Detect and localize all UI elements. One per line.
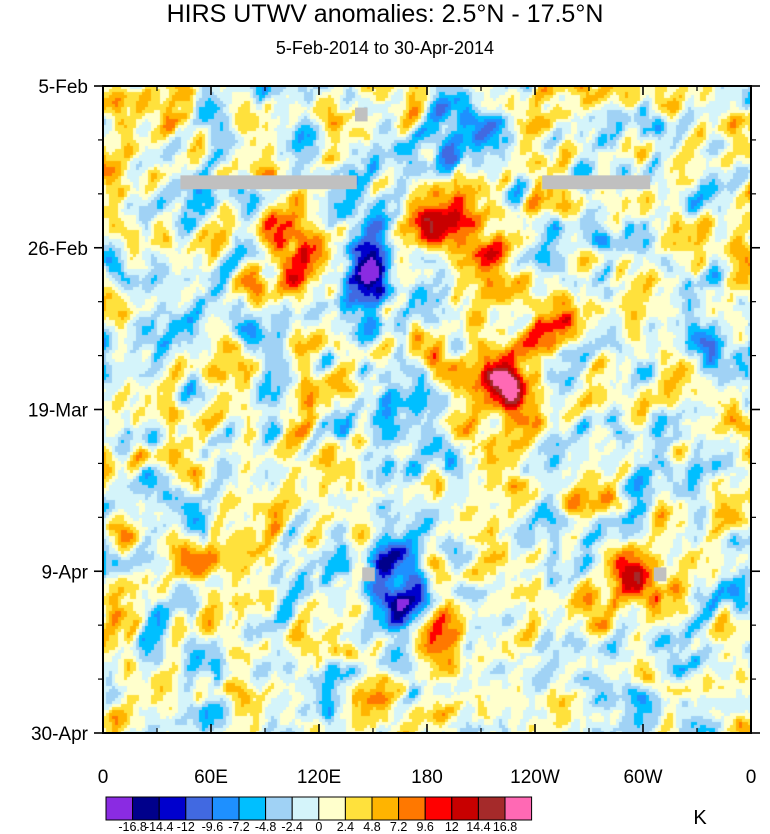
- colorbar-label: 14.4: [466, 820, 490, 834]
- missing-data-block: [355, 107, 368, 122]
- chart-title: HIRS UTWV anomalies: 2.5°N - 17.5°N: [166, 0, 604, 28]
- anomaly-field: [103, 86, 751, 733]
- colorbar-swatch: [265, 796, 293, 821]
- colorbar-swatch: [185, 796, 213, 821]
- colorbar-swatch: [105, 796, 134, 821]
- colorbar-swatch: [504, 796, 533, 821]
- x-tick-label: 180: [411, 767, 443, 788]
- colorbar-label: -14.4: [145, 820, 174, 834]
- colorbar: -16.8-14.4 -12 -9.6 -7.2 -4.8 -2.4 0 2.4 4.8 7.2 9…: [105, 796, 707, 834]
- colorbar-label: 2.4: [337, 820, 354, 834]
- missing-data-block: [362, 567, 375, 582]
- axes: 0 60E 120E 180 120W 60W 0 5-Feb 26-Feb 19-Mar 9-Ap…: [28, 77, 760, 788]
- y-tick-label: 30-Apr: [31, 724, 89, 745]
- colorbar-swatch: [291, 796, 320, 821]
- colorbar-swatch: [158, 796, 187, 821]
- colorbar-swatch: [211, 796, 240, 821]
- colorbar-swatch: [451, 796, 479, 821]
- colorbar-label: 0: [315, 820, 322, 834]
- colorbar-label: -16.8: [118, 820, 147, 834]
- colorbar-label: -9.6: [202, 820, 224, 834]
- y-tick-label: 9-Apr: [42, 562, 89, 583]
- plot-area: [103, 86, 751, 733]
- colorbar-label: 4.8: [363, 820, 380, 834]
- colorbar-swatch: [477, 796, 506, 821]
- colorbar-label: 9.6: [417, 820, 434, 834]
- y-tick-label: 26-Feb: [28, 239, 88, 260]
- x-tick-label: 60E: [194, 767, 228, 788]
- x-tick-label: 0: [746, 767, 757, 788]
- colorbar-swatch: [238, 796, 267, 821]
- colorbar-label: -4.8: [255, 820, 277, 834]
- colorbar-label: -12: [177, 820, 195, 834]
- colorbar-label: -7.2: [228, 820, 250, 834]
- x-tick-label: 60W: [623, 767, 662, 788]
- x-tick-label: 120E: [297, 767, 341, 788]
- y-tick-label: 5-Feb: [38, 77, 88, 98]
- colorbar-swatch: [344, 796, 373, 821]
- x-tick-label: 120W: [510, 767, 560, 788]
- missing-data-block: [542, 175, 651, 190]
- colorbar-label: 7.2: [390, 820, 407, 834]
- colorbar-label: -2.4: [281, 820, 303, 834]
- missing-data-block: [653, 567, 667, 582]
- colorbar-label: 12: [445, 820, 459, 834]
- missing-data-block: [180, 175, 357, 190]
- chart-subtitle: 5-Feb-2014 to 30-Apr-2014: [275, 38, 495, 58]
- colorbar-units: K: [693, 807, 707, 829]
- y-tick-label: 19-Mar: [28, 401, 89, 422]
- colorbar-swatch: [424, 796, 453, 821]
- colorbar-swatch: [371, 796, 400, 821]
- colorbar-swatch: [398, 796, 426, 821]
- x-tick-label: 0: [98, 767, 109, 788]
- colorbar-swatch: [318, 796, 346, 821]
- colorbar-swatch: [132, 796, 160, 821]
- colorbar-label: 16.8: [493, 820, 517, 834]
